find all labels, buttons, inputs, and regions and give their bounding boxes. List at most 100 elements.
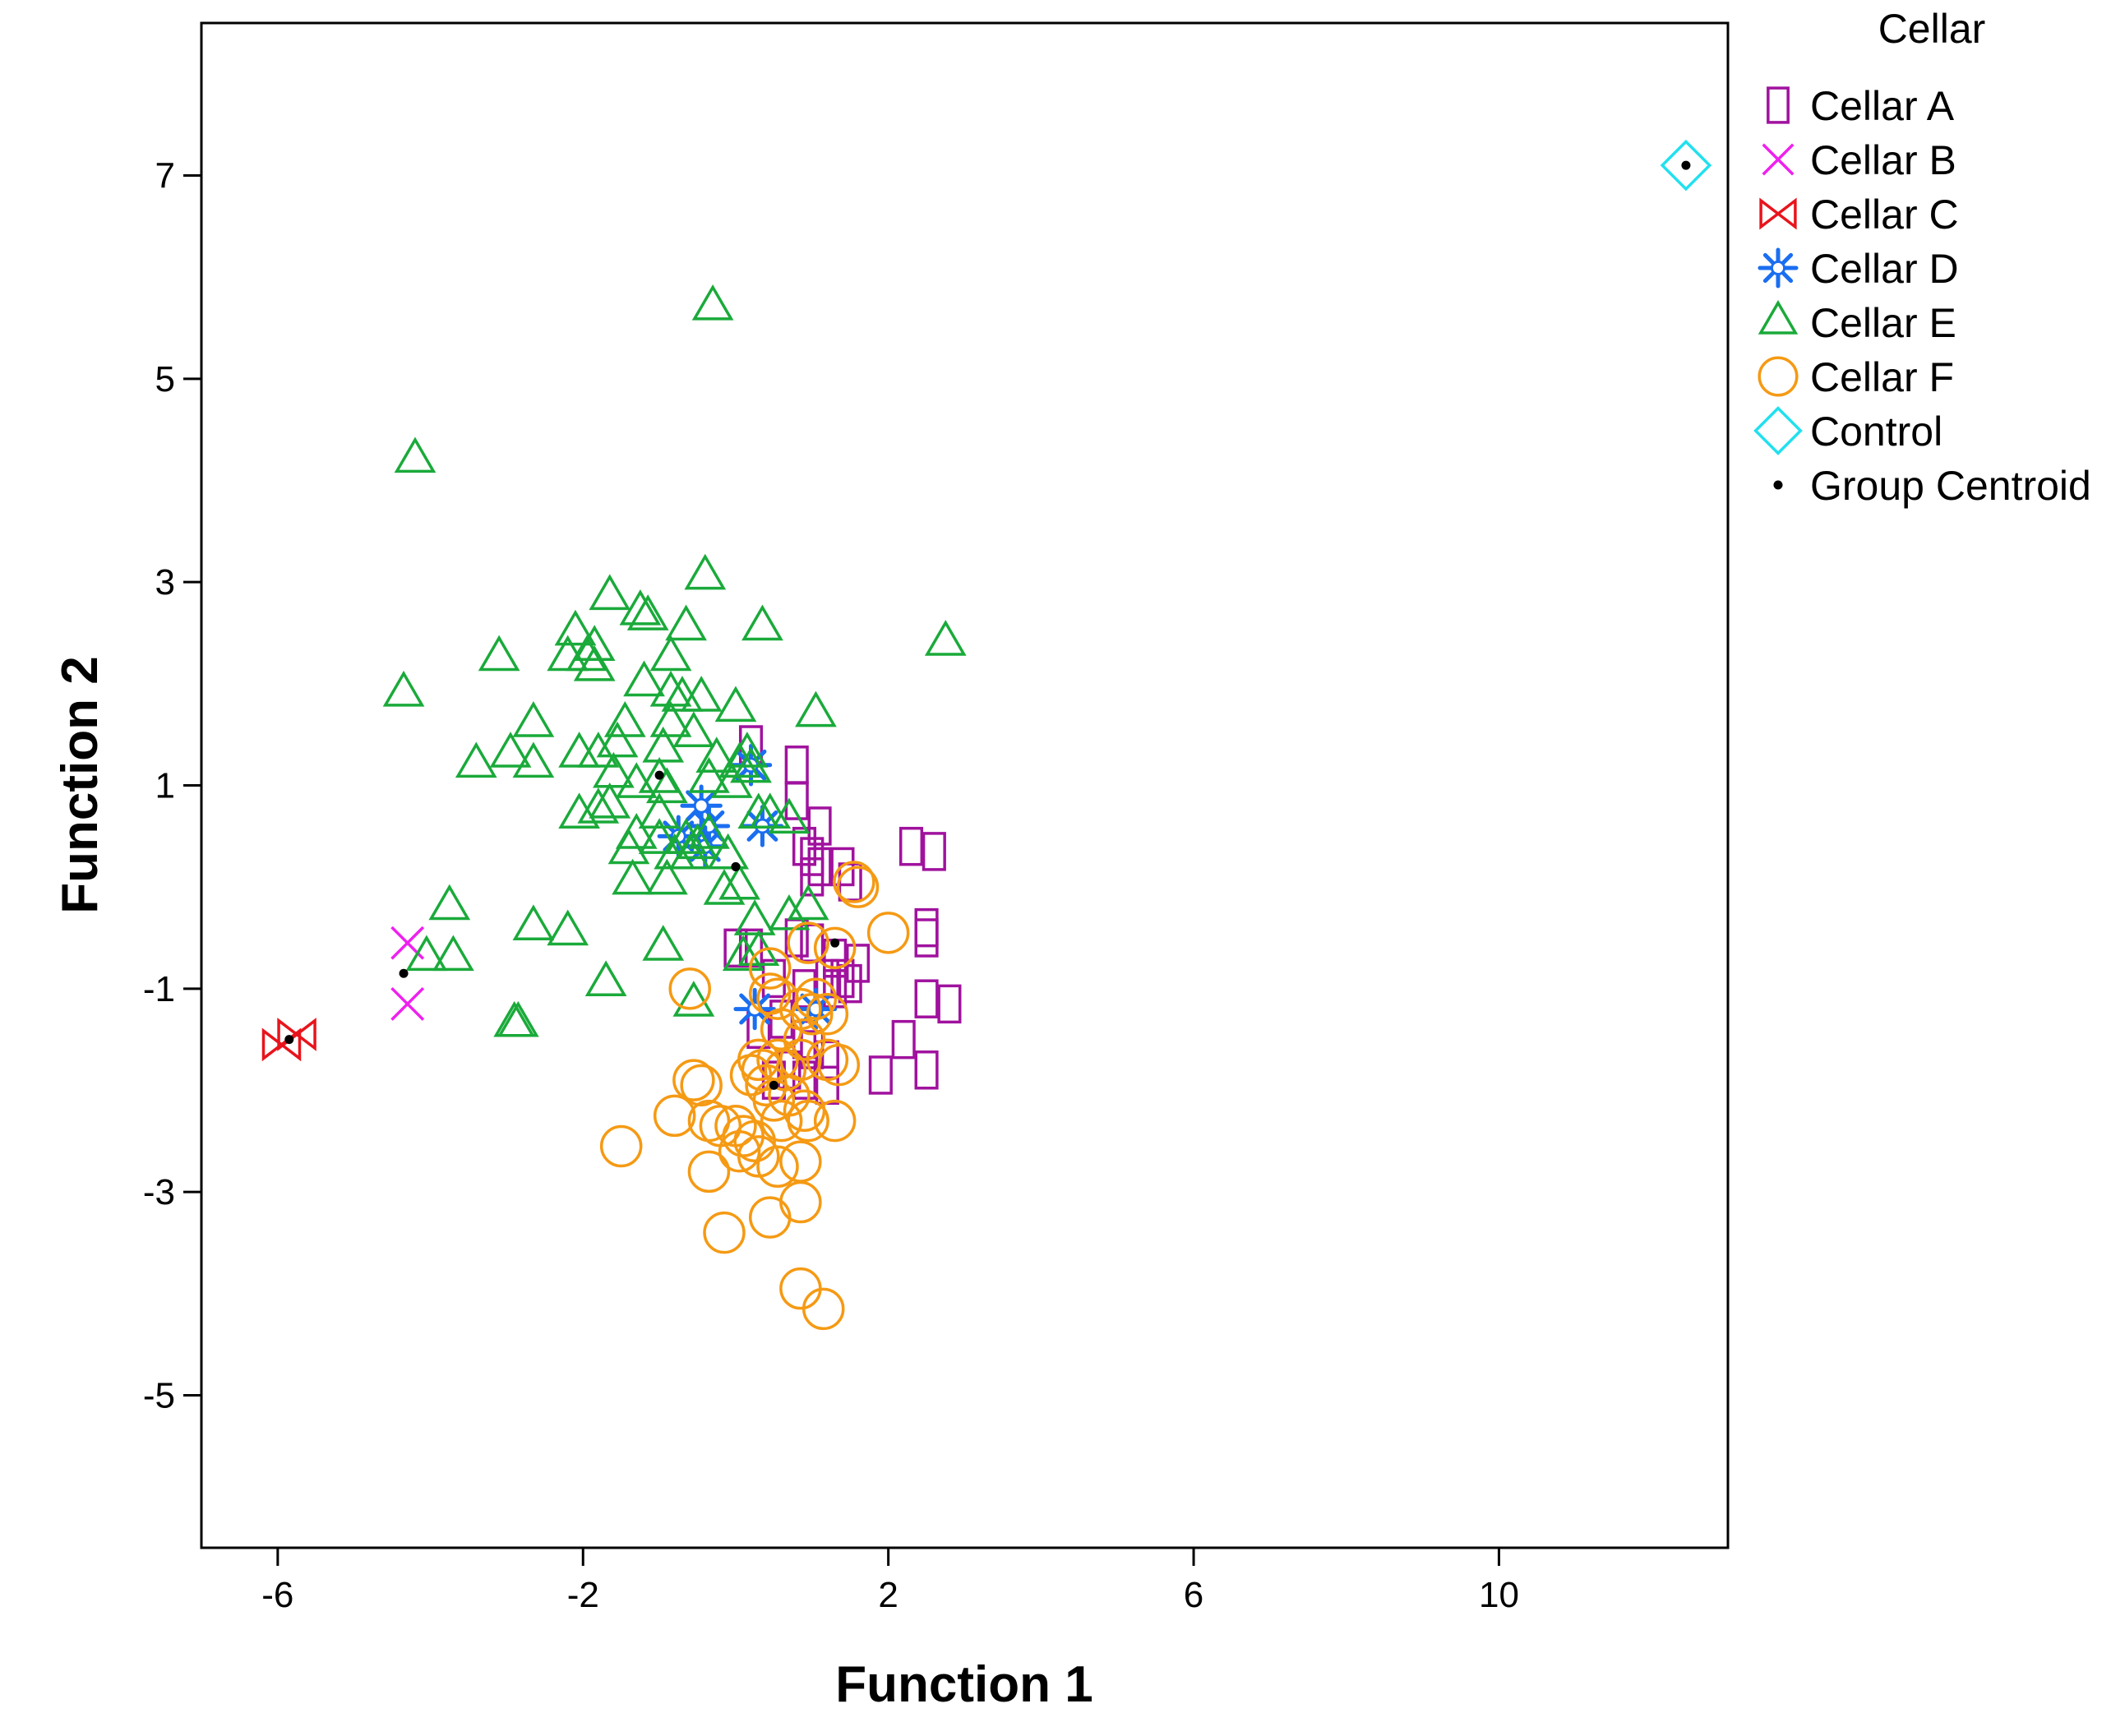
point-control: [1660, 139, 1712, 192]
point-cellar-e: [642, 726, 685, 763]
point-cellar-f: [787, 921, 829, 964]
point-cellar-f: [813, 1099, 857, 1143]
point-cellar-e: [733, 899, 776, 935]
point-cellar-e: [665, 604, 707, 641]
y-tick-label: 5: [155, 359, 175, 399]
point-cellar-e: [623, 660, 665, 697]
point-cellar-f: [787, 1099, 829, 1143]
point-cellar-f: [653, 1094, 696, 1138]
point-cellar-a: [838, 963, 862, 1004]
y-axis-title: Function 2: [52, 656, 109, 913]
point-cellar-f: [668, 967, 711, 1010]
point-cellar-a: [937, 984, 962, 1024]
point-cellar-e: [646, 767, 688, 804]
legend-marker-control: [1753, 406, 1803, 455]
point-cellar-e: [787, 884, 829, 921]
legend-item-cellar-d: Cellar D: [1758, 246, 1959, 292]
point-cellar-e: [688, 757, 730, 793]
point-cellar-e: [573, 625, 616, 661]
legend-item-cellar-b: Cellar B: [1762, 137, 1956, 183]
y-tick-label: -3: [143, 1172, 175, 1212]
centroid-point: [284, 1035, 294, 1045]
legend-marker-cellar-b-stroke: [1762, 143, 1795, 176]
point-cellar-f: [760, 1008, 803, 1051]
x-tick-label: -6: [261, 1575, 293, 1615]
point-cellar-e: [638, 818, 681, 854]
point-cellar-e: [512, 904, 555, 941]
legend-item-cellar-c: Cellar C: [1759, 192, 1959, 238]
legend-label-cellar-f: Cellar F: [1810, 354, 1954, 400]
point-cellar-e: [677, 823, 718, 860]
series-cellar-c: [261, 1018, 316, 1062]
legend-label-group-centroid: Group Centroid: [1810, 463, 2091, 509]
data-points: [261, 139, 1712, 1331]
point-cellar-f: [737, 1135, 780, 1178]
point-cellar-e: [642, 925, 685, 961]
x-tick-label: 10: [1479, 1575, 1519, 1615]
series-cellar-e: [382, 284, 967, 1037]
point-cellar-e: [428, 884, 471, 921]
point-cellar-e: [707, 833, 750, 870]
legend-marker-cellar-a: [1767, 86, 1790, 124]
point-cellar-e: [741, 604, 783, 641]
point-cellar-e: [649, 701, 692, 737]
legend-item-group-centroid: Group Centroid: [1773, 463, 2091, 509]
point-cellar-e: [795, 690, 837, 727]
legend-label-cellar-e: Cellar E: [1810, 300, 1956, 346]
point-cellar-e: [593, 751, 635, 788]
legend-marker-cellar-e: [1758, 299, 1799, 335]
point-cellar-e: [619, 589, 662, 626]
y-tick-label: 1: [155, 766, 175, 806]
point-cellar-a: [800, 837, 825, 876]
point-cellar-a: [891, 1019, 916, 1060]
point-cellar-e: [432, 935, 474, 972]
legend-label-control: Control: [1810, 409, 1942, 455]
point-cellar-e: [394, 436, 437, 473]
legend-marker-cellar-d: [1758, 247, 1799, 289]
point-cellar-e: [718, 863, 760, 900]
point-cellar-a: [898, 826, 924, 866]
point-cellar-e: [405, 935, 448, 972]
point-cellar-e: [703, 869, 746, 905]
point-cellar-e: [646, 858, 688, 895]
y-axis-ticks: -5 -3 -1 1 3 5 7: [143, 156, 201, 1416]
point-cellar-f: [729, 1054, 773, 1097]
point-cellar-a: [723, 928, 748, 968]
legend-label-cellar-b: Cellar B: [1810, 137, 1956, 183]
point-cellar-e: [768, 797, 811, 834]
point-cellar-a: [815, 1040, 839, 1080]
point-cellar-e: [638, 757, 681, 793]
series-cellar-f: [599, 861, 910, 1331]
point-cellar-f: [599, 1124, 643, 1168]
centroid-point: [1681, 160, 1691, 170]
point-cellar-e: [584, 960, 627, 997]
legend-marker-cellar-d-core: [1770, 260, 1786, 276]
centroid-point: [399, 968, 409, 978]
point-cellar-e: [649, 635, 692, 672]
legend-label-cellar-a: Cellar A: [1810, 83, 1955, 129]
point-cellar-a: [914, 979, 939, 1018]
point-cellar-e: [626, 594, 669, 630]
point-cellar-f: [794, 977, 838, 1020]
point-cellar-e: [684, 553, 727, 590]
point-cellar-e: [680, 676, 723, 712]
point-cellar-e: [382, 670, 425, 707]
centroid-point: [769, 1080, 778, 1090]
point-cellar-e: [558, 792, 600, 829]
point-cellar-e: [691, 284, 734, 321]
centroid-point: [654, 770, 664, 780]
point-cellar-b-stroke: [390, 986, 425, 1021]
point-cellar-f: [866, 912, 910, 954]
point-cellar-e: [672, 981, 715, 1017]
point-cellar-e: [573, 644, 616, 681]
point-cellar-e: [577, 787, 620, 824]
point-cellar-e: [566, 635, 608, 672]
point-cellar-a: [807, 847, 832, 887]
point-cellar-a: [922, 832, 946, 871]
legend-item-cellar-f: Cellar F: [1758, 354, 1954, 400]
y-tick-label: -1: [143, 969, 175, 1009]
point-cellar-f: [748, 947, 792, 990]
